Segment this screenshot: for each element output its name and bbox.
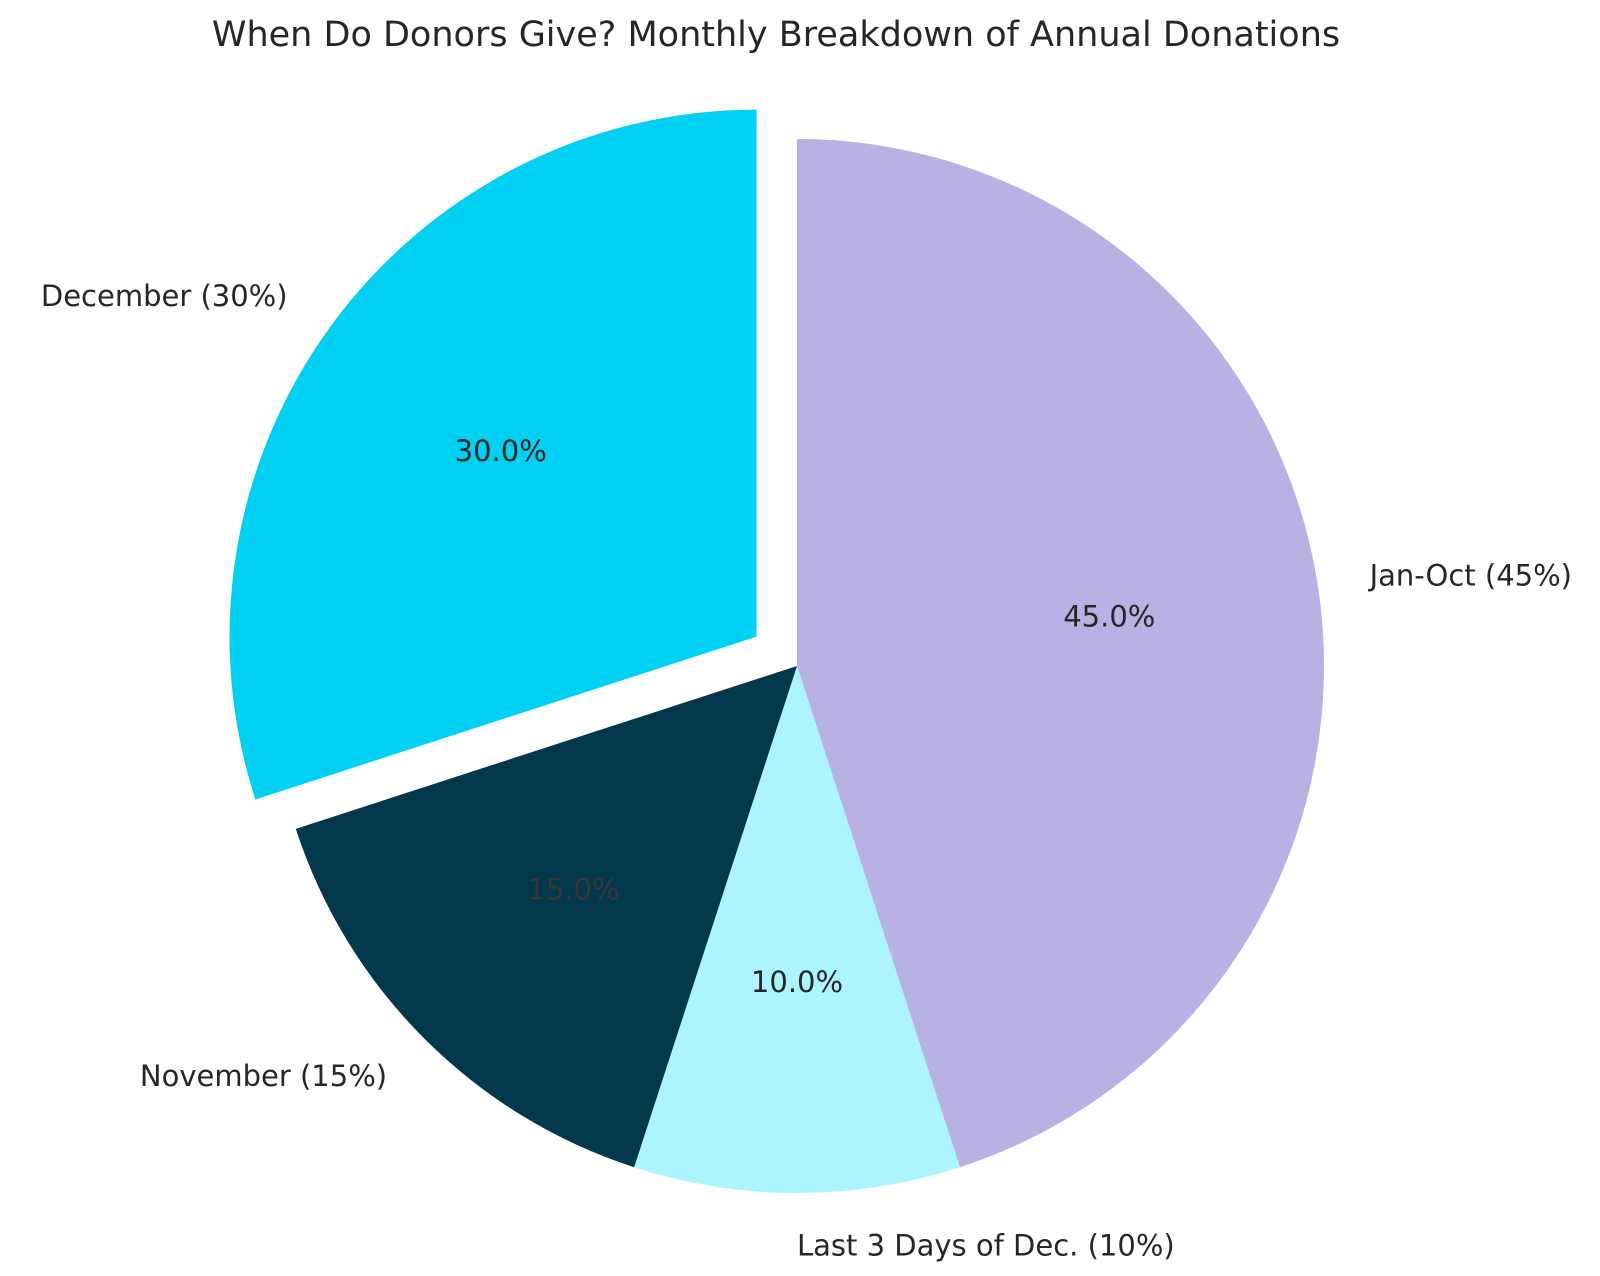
pie-labels: 45.0% Jan-Oct (45%) 10.0% Last 3 Days of De… [41, 279, 1572, 1263]
slice-category-label: December (30%) [41, 279, 288, 313]
slice-percent-label: 45.0% [1063, 600, 1155, 634]
slice-category-label: Jan-Oct (45%) [1368, 558, 1572, 592]
slice-category-label: Last 3 Days of Dec. (10%) [797, 1229, 1175, 1263]
pie-slice [229, 109, 757, 800]
pie-slice [295, 666, 797, 1168]
pie-slice [634, 666, 960, 1193]
slice-percent-label: 30.0% [455, 434, 547, 468]
pie-slices [229, 109, 1325, 1193]
slice-percent-label: 10.0% [751, 965, 843, 999]
chart-title: When Do Donors Give? Monthly Breakdown o… [211, 15, 1341, 55]
pie-slice [797, 139, 1325, 1168]
slice-category-label: November (15%) [140, 1059, 387, 1093]
slice-percent-label: 15.0% [527, 873, 619, 907]
